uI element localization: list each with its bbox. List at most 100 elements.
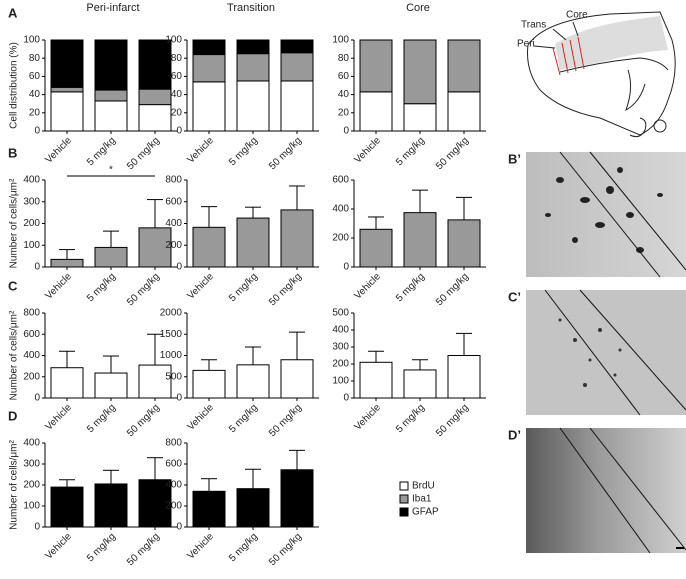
panel-label: B’	[508, 151, 521, 166]
y-tick-label: 100	[23, 35, 40, 46]
x-tick-label: 5 mg/kg	[227, 135, 260, 168]
bar	[403, 212, 437, 268]
y-tick-label: 200	[165, 240, 182, 251]
bar-segment	[192, 39, 226, 56]
bar-segment	[50, 91, 84, 132]
bar-segment	[94, 39, 128, 91]
micrograph	[526, 289, 686, 416]
panel-label: A	[8, 5, 18, 20]
y-tick-label: 200	[23, 480, 40, 491]
y-tick-label: 300	[23, 459, 40, 470]
x-tick-label: 5 mg/kg	[394, 135, 427, 168]
y-tick-label: 60	[29, 71, 41, 82]
micrograph	[526, 151, 686, 278]
legend-label: Iba1	[412, 494, 432, 505]
x-tick-label: 50 mg/kg	[125, 531, 162, 568]
x-tick-label: 50 mg/kg	[267, 531, 304, 568]
y-tick-label: 400	[165, 218, 182, 229]
bar-segment	[50, 39, 84, 88]
x-tick-label: 5 mg/kg	[227, 402, 260, 435]
x-tick-label: 5 mg/kg	[85, 531, 118, 564]
legend-label: GFAP	[412, 507, 439, 518]
x-tick-label: 5 mg/kg	[85, 135, 118, 168]
bar-segment	[236, 80, 270, 132]
bar	[447, 355, 481, 399]
y-tick-label: 400	[332, 204, 349, 215]
y-tick-label: 200	[332, 233, 349, 244]
y-tick-label: 40	[171, 89, 183, 100]
diagram-label: Trans	[521, 20, 546, 31]
micrograph	[526, 427, 686, 554]
y-tick-label: 40	[338, 89, 350, 100]
bar-segment	[280, 39, 314, 54]
x-tick-label: Vehicle	[185, 402, 216, 433]
significance-label: *	[109, 165, 113, 176]
bar-segment	[138, 88, 172, 106]
x-tick-label: 50 mg/kg	[434, 271, 471, 308]
x-tick-label: 50 mg/kg	[125, 402, 162, 439]
y-tick-label: 400	[23, 350, 40, 361]
y-tick-label: 300	[23, 196, 40, 207]
bar	[403, 369, 437, 399]
y-tick-label: 300	[332, 342, 349, 353]
diagram-label: Peri	[517, 39, 535, 50]
panel-label: B	[8, 145, 17, 160]
y-tick-label: 2000	[160, 308, 183, 319]
bar-segment	[359, 39, 393, 93]
x-tick-label: 5 mg/kg	[85, 271, 118, 304]
y-tick-label: 100	[332, 35, 349, 46]
bar-segment	[138, 39, 172, 90]
panel-label: D’	[508, 427, 521, 442]
y-tick-label: 0	[343, 126, 349, 137]
y-tick-label: 600	[23, 329, 40, 340]
bar	[280, 209, 314, 268]
y-tick-label: 80	[338, 53, 350, 64]
y-tick-label: 500	[165, 371, 182, 382]
y-tick-label: 100	[332, 376, 349, 387]
y-tick-label: 1500	[160, 329, 183, 340]
y-axis-label: Number of cells/μm²	[9, 310, 20, 400]
x-tick-label: Vehicle	[185, 531, 216, 562]
bar	[192, 226, 226, 268]
x-tick-label: 50 mg/kg	[434, 135, 471, 172]
y-tick-label: 400	[23, 438, 40, 449]
y-tick-label: 0	[343, 393, 349, 404]
bar	[50, 367, 84, 399]
y-tick-label: 400	[165, 480, 182, 491]
x-tick-label: 50 mg/kg	[267, 271, 304, 308]
y-tick-label: 100	[165, 35, 182, 46]
y-tick-label: 800	[165, 438, 182, 449]
bar	[236, 488, 270, 528]
x-tick-label: 5 mg/kg	[227, 271, 260, 304]
x-tick-label: 5 mg/kg	[227, 531, 260, 564]
y-tick-label: 200	[332, 359, 349, 370]
y-tick-label: 20	[338, 107, 350, 118]
x-tick-label: Vehicle	[352, 135, 383, 166]
y-tick-label: 0	[34, 126, 40, 137]
bar-segment	[236, 53, 270, 82]
y-tick-label: 600	[165, 459, 182, 470]
brain-diagram	[527, 11, 676, 138]
y-tick-label: 40	[29, 89, 41, 100]
x-tick-label: 50 mg/kg	[125, 135, 162, 172]
y-tick-label: 80	[29, 53, 41, 64]
bar-segment	[280, 80, 314, 132]
y-axis-label: Number of cells/μm²	[9, 178, 20, 268]
y-tick-label: 0	[176, 393, 182, 404]
bar	[447, 219, 481, 268]
y-tick-label: 500	[332, 308, 349, 319]
bar-segment	[138, 104, 172, 132]
bar-segment	[359, 91, 393, 132]
y-axis-label: Cell distribution (%)	[9, 42, 20, 129]
y-tick-label: 0	[176, 126, 182, 137]
column-title: Transition	[227, 2, 275, 14]
y-tick-label: 600	[332, 175, 349, 186]
x-tick-label: 50 mg/kg	[434, 402, 471, 439]
y-tick-label: 100	[23, 240, 40, 251]
x-tick-label: 50 mg/kg	[125, 271, 162, 308]
x-tick-label: Vehicle	[352, 271, 383, 302]
bar	[138, 227, 172, 268]
y-tick-label: 60	[338, 71, 350, 82]
bar-segment	[192, 54, 226, 83]
